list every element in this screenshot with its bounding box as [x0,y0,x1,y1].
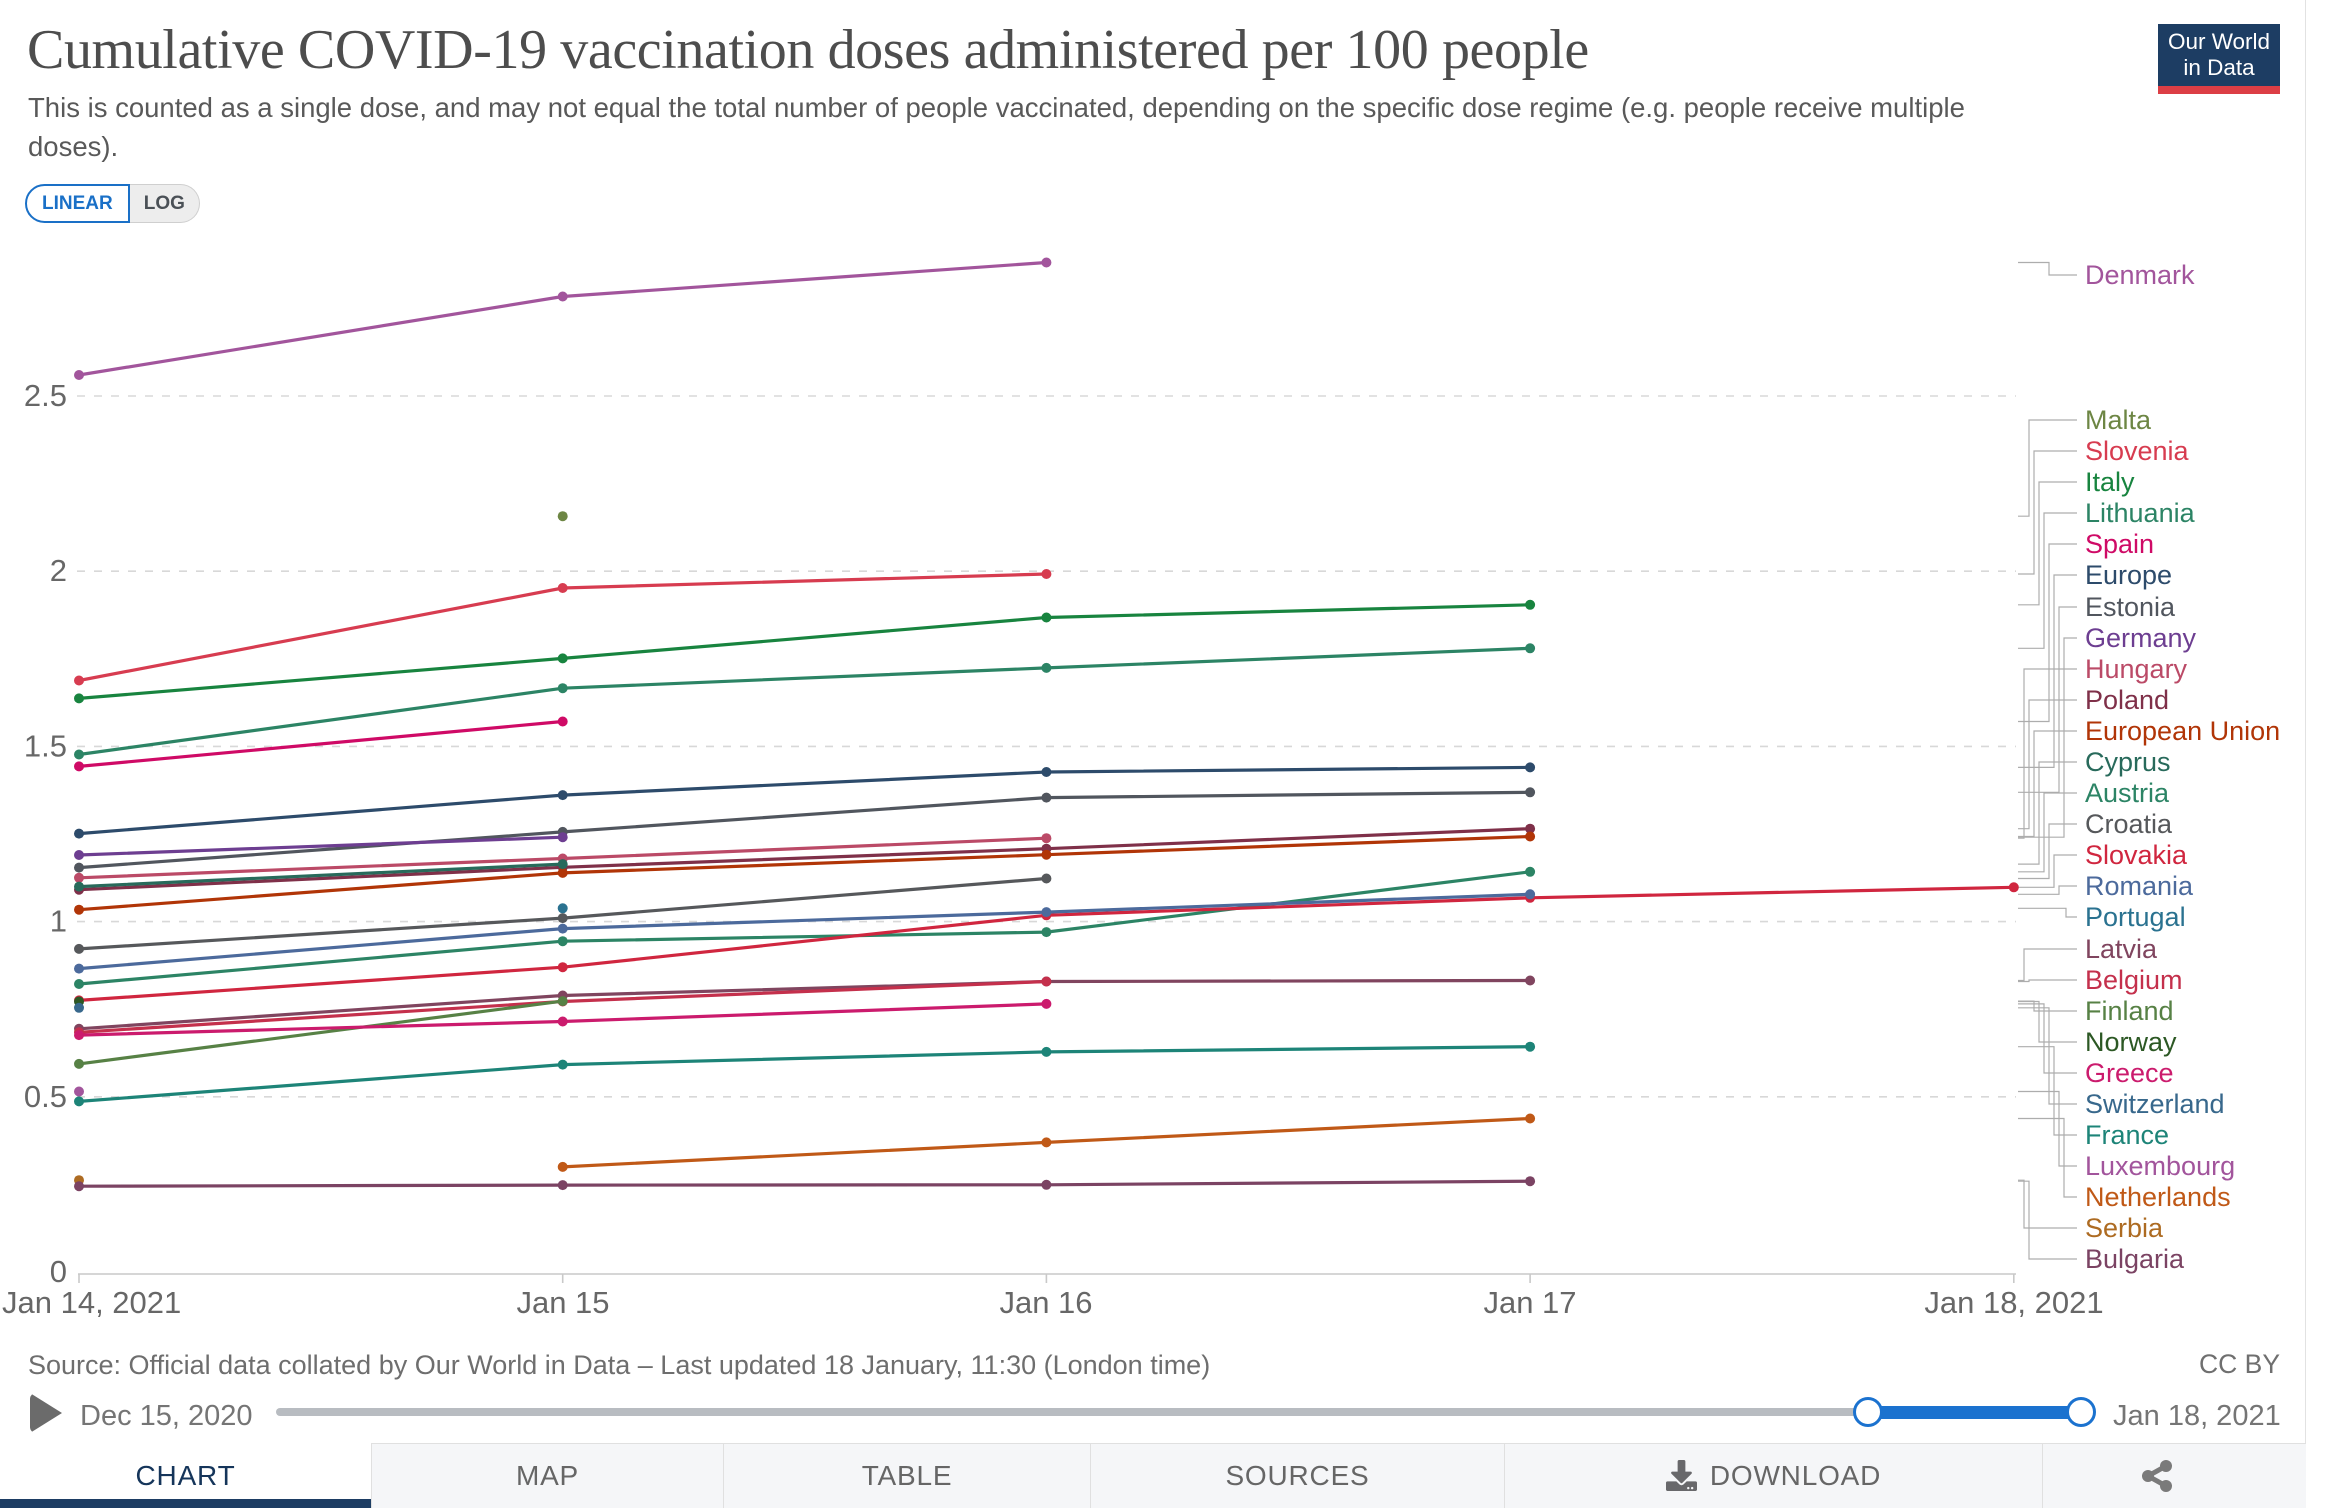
svg-text:Germany: Germany [2085,623,2197,653]
svg-text:Austria: Austria [2085,778,2170,808]
svg-text:Malta: Malta [2085,405,2152,435]
svg-text:1: 1 [50,904,67,939]
svg-text:Croatia: Croatia [2085,809,2173,839]
svg-text:0: 0 [50,1254,67,1289]
svg-text:Jan 17: Jan 17 [1483,1285,1576,1320]
svg-text:Portugal: Portugal [2085,902,2186,932]
svg-text:Poland: Poland [2085,685,2169,715]
svg-text:Netherlands: Netherlands [2085,1182,2231,1212]
svg-text:Jan 14, 2021: Jan 14, 2021 [2,1285,181,1320]
svg-text:Latvia: Latvia [2085,934,2158,964]
svg-text:France: France [2085,1120,2169,1150]
svg-text:Belgium: Belgium [2085,965,2183,995]
svg-text:Luxembourg: Luxembourg [2085,1151,2235,1181]
svg-text:Jan 16: Jan 16 [999,1285,1092,1320]
svg-text:Switzerland: Switzerland [2085,1089,2225,1119]
svg-text:Denmark: Denmark [2085,260,2195,290]
svg-text:Spain: Spain [2085,529,2154,559]
svg-text:1.5: 1.5 [24,728,67,763]
svg-text:Greece: Greece [2085,1058,2174,1088]
svg-text:Jan 15: Jan 15 [516,1285,609,1320]
svg-text:Jan 18, 2021: Jan 18, 2021 [1924,1285,2103,1320]
svg-text:Cyprus: Cyprus [2085,747,2171,777]
svg-text:Lithuania: Lithuania [2085,498,2196,528]
svg-text:0.5: 0.5 [24,1079,67,1114]
svg-text:Slovakia: Slovakia [2085,840,2188,870]
svg-text:Estonia: Estonia [2085,592,2176,622]
svg-text:Slovenia: Slovenia [2085,436,2190,466]
svg-text:Italy: Italy [2085,467,2135,497]
svg-text:European Union: European Union [2085,716,2280,746]
svg-text:Serbia: Serbia [2085,1213,2164,1243]
svg-text:Europe: Europe [2085,560,2172,590]
svg-text:Romania: Romania [2085,871,2194,901]
svg-text:Bulgaria: Bulgaria [2085,1244,2185,1274]
svg-text:2: 2 [50,553,67,588]
svg-text:Norway: Norway [2085,1027,2177,1057]
svg-text:Hungary: Hungary [2085,654,2188,684]
svg-text:Finland: Finland [2085,996,2174,1026]
svg-text:2.5: 2.5 [24,378,67,413]
